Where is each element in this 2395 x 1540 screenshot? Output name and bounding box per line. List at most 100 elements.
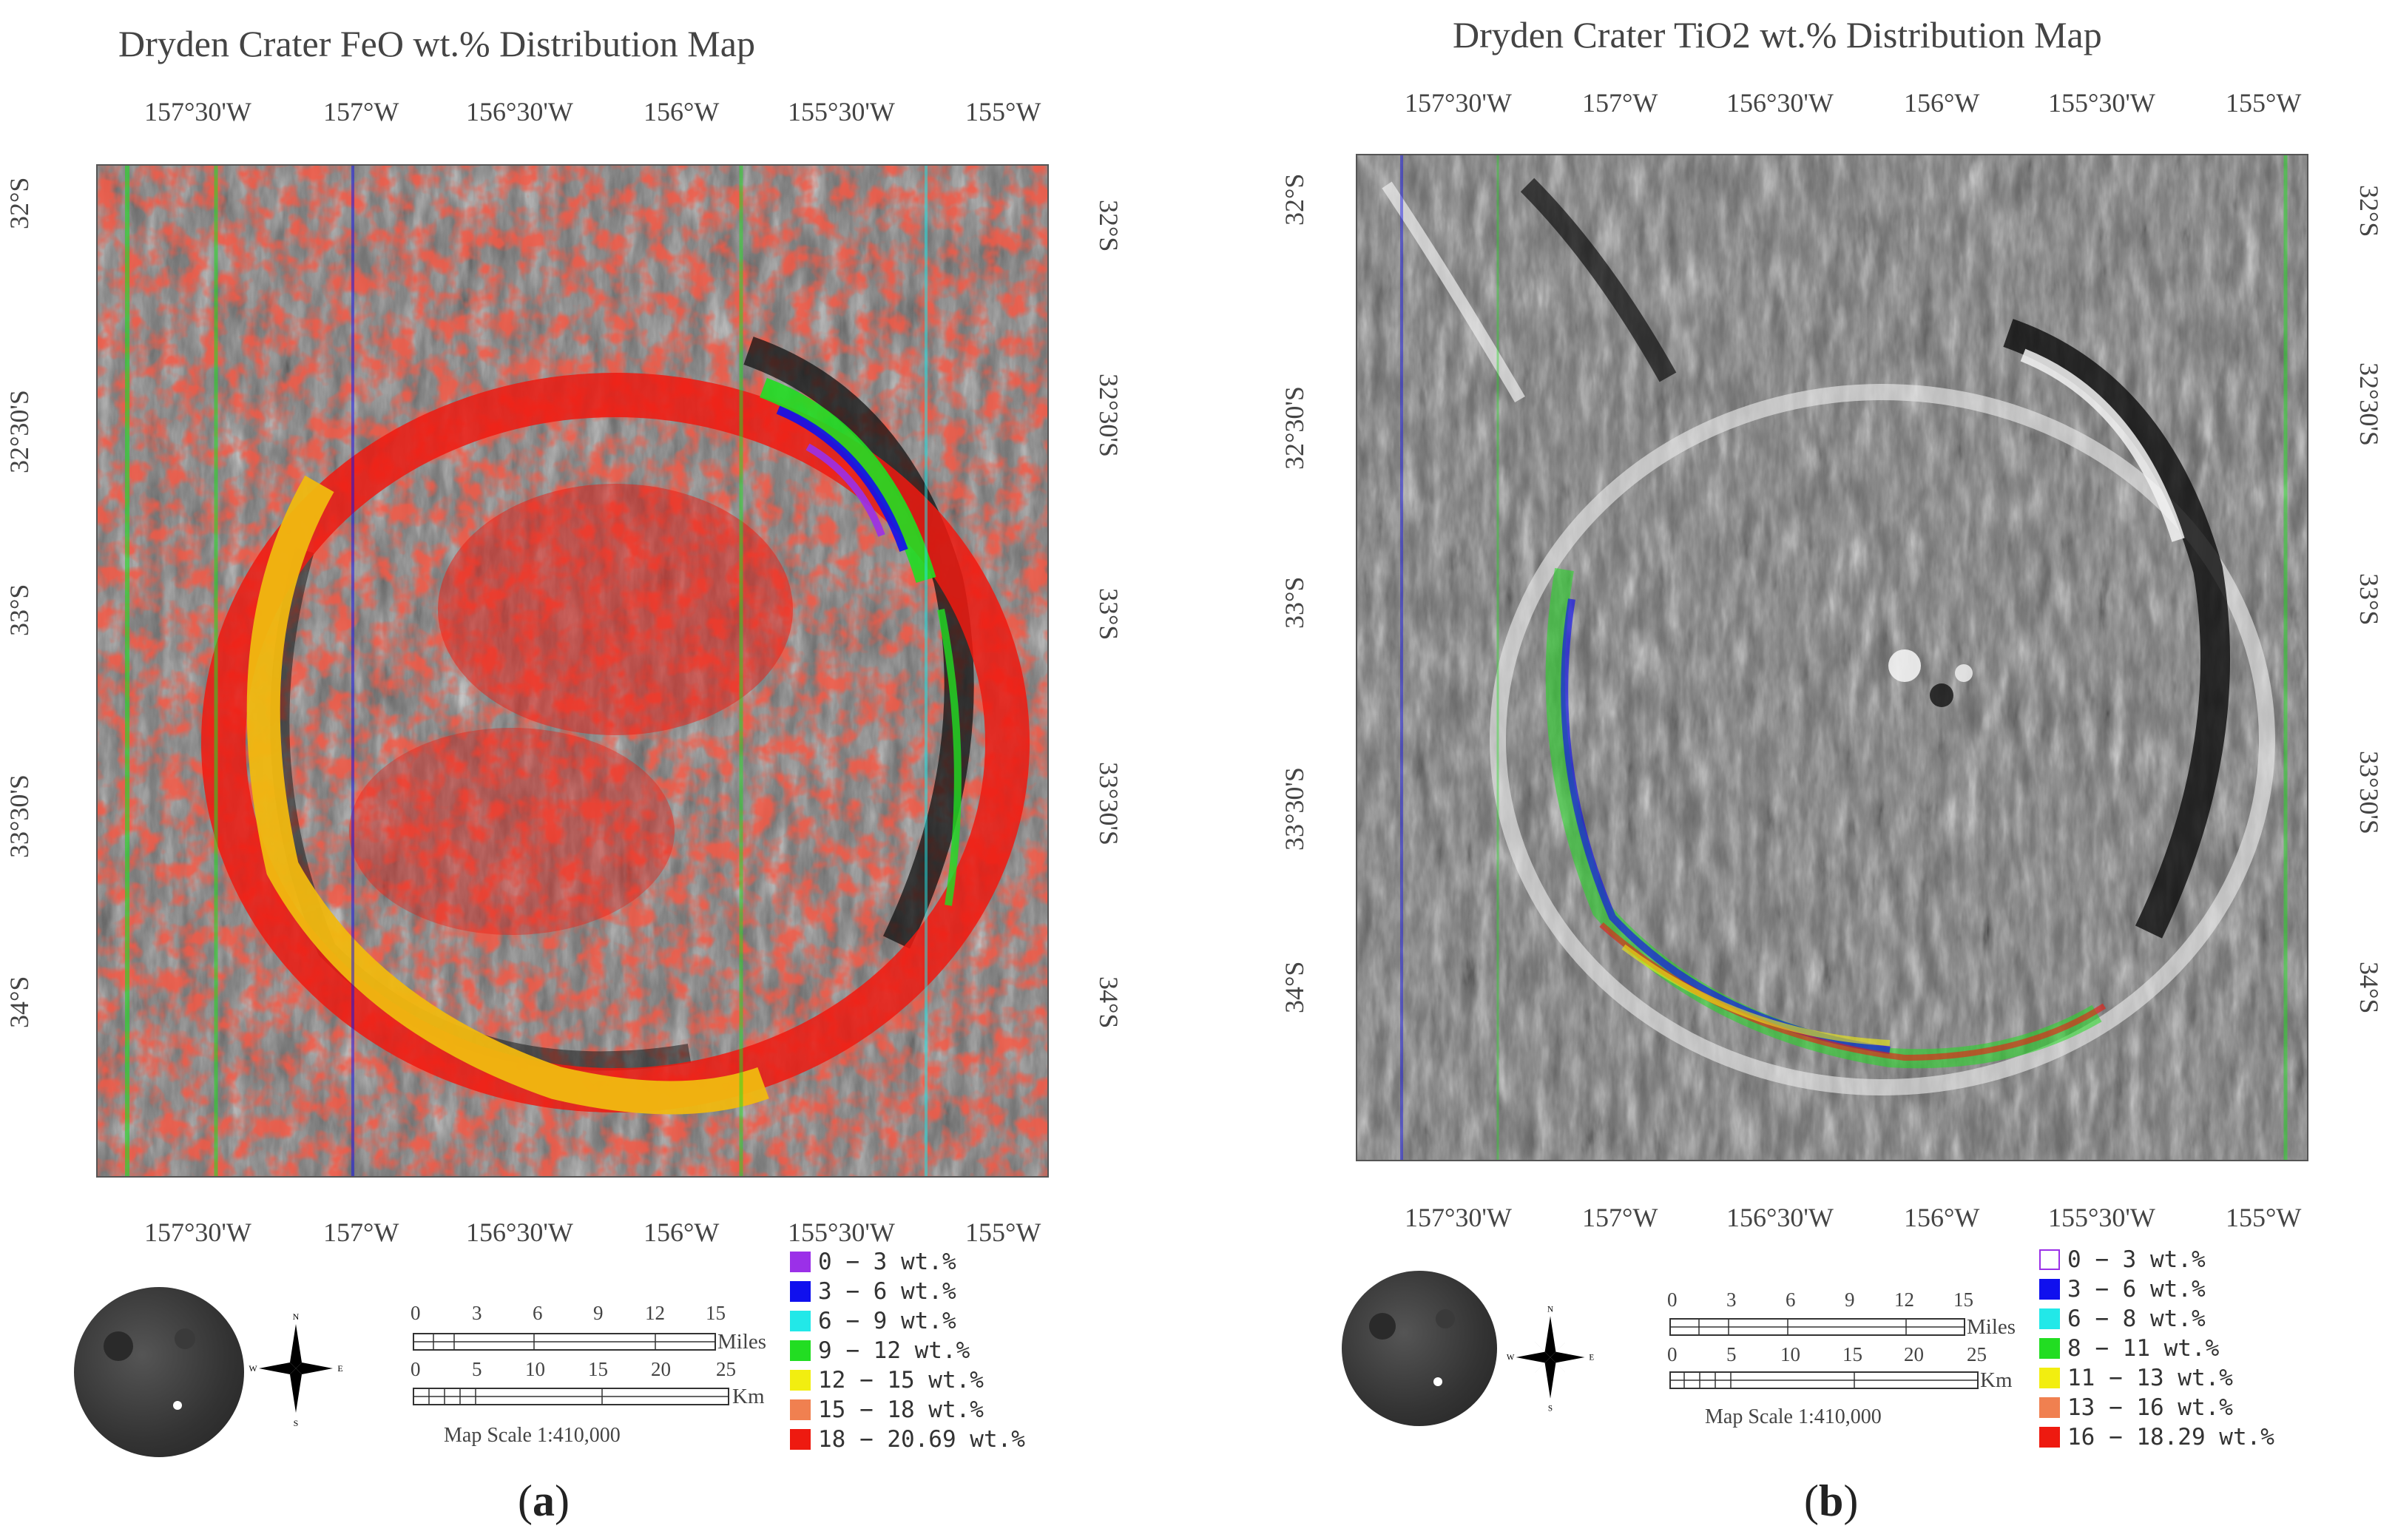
lat-tick-label: 32°30'S bbox=[1280, 386, 1309, 470]
lat-tick-label: 33°30'S bbox=[1094, 762, 1124, 845]
legend-item: 18 − 20.69 wt.% bbox=[790, 1426, 1025, 1453]
legend-swatch bbox=[790, 1429, 811, 1450]
scale-tick-label: 5 bbox=[472, 1358, 482, 1380]
lat-tick-label: 32°S bbox=[1094, 200, 1124, 252]
legend-swatch bbox=[2039, 1249, 2060, 1270]
moon-locator-icon bbox=[74, 1287, 244, 1457]
lat-tick-label: 32°S bbox=[4, 177, 34, 229]
scale-tick-label: 10 bbox=[1780, 1343, 1800, 1365]
lat-tick-label: 33°30'S bbox=[4, 774, 34, 858]
legend: 0 − 3 wt.% 3 − 6 wt.% 6 − 8 wt.% 8 − 11 … bbox=[2039, 1246, 2306, 1461]
lat-tick-label: 33°S bbox=[2354, 573, 2384, 626]
scale-tick-label: 15 bbox=[1953, 1289, 1973, 1311]
legend-swatch bbox=[790, 1340, 811, 1361]
lon-tick-label: 157°30'W bbox=[1405, 1203, 1512, 1232]
map-title: Dryden Crater FeO wt.% Distribution Map bbox=[118, 23, 755, 64]
lon-tick-label: 156°30'W bbox=[1726, 1203, 1834, 1232]
scale-tick-label: 15 bbox=[1842, 1343, 1862, 1365]
lat-tick-label: 32°30'S bbox=[2354, 362, 2384, 446]
legend-item: 13 − 16 wt.% bbox=[2039, 1394, 2233, 1421]
scale-tick-label: 9 bbox=[1845, 1289, 1855, 1311]
lon-tick-label: 156°30'W bbox=[466, 1218, 573, 1247]
lon-tick-label: 155°W bbox=[2226, 88, 2302, 118]
lon-tick-label: 157°W bbox=[323, 97, 399, 126]
lon-tick-label: 157°30'W bbox=[144, 1218, 251, 1247]
lon-tick-label: 157°W bbox=[1582, 1203, 1658, 1232]
legend-swatch bbox=[2039, 1338, 2060, 1359]
legend-item: 11 − 13 wt.% bbox=[2039, 1365, 2233, 1391]
legend-swatch bbox=[790, 1281, 811, 1302]
scale-tick-label: 0 bbox=[1667, 1343, 1678, 1365]
scale-tick-label: 3 bbox=[472, 1302, 482, 1324]
legend-swatch bbox=[2039, 1397, 2060, 1418]
scale-unit-label: Miles bbox=[1967, 1315, 2016, 1339]
scale-tick-label: 9 bbox=[593, 1302, 604, 1324]
compass-e: E bbox=[1589, 1354, 1594, 1362]
compass-n: N bbox=[1547, 1306, 1553, 1314]
scale-tick-label: 10 bbox=[525, 1358, 545, 1380]
lat-tick-label: 34°S bbox=[1280, 961, 1309, 1013]
legend-swatch bbox=[2039, 1368, 2060, 1388]
lat-tick-label: 32°30'S bbox=[4, 390, 34, 473]
lat-tick-label: 33°30'S bbox=[1280, 767, 1309, 851]
lon-tick-label: 156°W bbox=[1904, 1203, 1980, 1232]
lon-tick-label: 155°W bbox=[965, 97, 1041, 126]
scale-tick-label: 15 bbox=[706, 1302, 726, 1324]
scale-tick-label: 15 bbox=[588, 1358, 608, 1380]
legend-swatch bbox=[2039, 1427, 2060, 1448]
scale-tick-label: 20 bbox=[1904, 1343, 1924, 1365]
lon-tick-label: 156°30'W bbox=[1726, 88, 1834, 118]
legend-item: 16 − 18.29 wt.% bbox=[2039, 1424, 2274, 1450]
legend-item: 0 − 3 wt.% bbox=[2039, 1246, 2206, 1273]
lon-tick-label: 155°W bbox=[965, 1218, 1041, 1247]
lat-tick-label: 33°30'S bbox=[2354, 751, 2384, 834]
map-scale-label: Map Scale 1:410,000 bbox=[1705, 1405, 1882, 1428]
scale-tick-label: 20 bbox=[651, 1358, 671, 1380]
legend: 0 − 3 wt.% 3 − 6 wt.% 6 − 9 wt.% 9 − 12 … bbox=[790, 1249, 1056, 1463]
lon-tick-label: 155°30'W bbox=[2048, 88, 2155, 118]
scale-unit-label: Miles bbox=[717, 1330, 767, 1354]
lat-tick-label: 32°S bbox=[2354, 185, 2384, 237]
scale-tick-label: 25 bbox=[1967, 1343, 1987, 1365]
north-arrow-icon: N S W E bbox=[1502, 1302, 1598, 1414]
compass-s: S bbox=[1548, 1404, 1553, 1413]
legend-item: 12 − 15 wt.% bbox=[790, 1367, 984, 1394]
lon-tick-label: 157°W bbox=[1582, 88, 1658, 118]
lon-tick-label: 157°W bbox=[323, 1218, 399, 1247]
lon-tick-label: 156°30'W bbox=[466, 97, 573, 126]
lon-tick-label: 156°W bbox=[643, 1218, 720, 1247]
lon-tick-label: 156°W bbox=[1904, 88, 1980, 118]
lon-tick-label: 155°30'W bbox=[2048, 1203, 2155, 1232]
legend-item: 9 − 12 wt.% bbox=[790, 1337, 970, 1364]
lon-tick-label: 155°W bbox=[2226, 1203, 2302, 1232]
legend-swatch bbox=[2039, 1279, 2060, 1300]
feo-distribution-map[interactable] bbox=[96, 164, 1049, 1178]
scale-bar: 0 3 6 9 12 15 Miles 0 5 10 15 20 25 K bbox=[407, 1302, 777, 1428]
lat-tick-label: 32°S bbox=[1280, 173, 1309, 226]
lon-tick-label: 155°30'W bbox=[788, 1218, 895, 1247]
lat-tick-label: 34°S bbox=[4, 976, 34, 1028]
tio2-distribution-map[interactable] bbox=[1356, 154, 2308, 1161]
lon-tick-label: 155°30'W bbox=[788, 97, 895, 126]
lat-tick-label: 34°S bbox=[2354, 962, 2384, 1014]
scale-unit-label: Km bbox=[1980, 1368, 2013, 1392]
legend-item: 3 − 6 wt.% bbox=[790, 1278, 956, 1305]
compass-e: E bbox=[337, 1363, 342, 1374]
legend-item: 6 − 8 wt.% bbox=[2039, 1306, 2206, 1332]
scale-tick-label: 0 bbox=[411, 1358, 421, 1380]
scale-tick-label: 25 bbox=[716, 1358, 736, 1380]
lat-tick-label: 32°30'S bbox=[1094, 374, 1124, 457]
compass-s: S bbox=[294, 1418, 299, 1428]
scale-tick-label: 0 bbox=[411, 1302, 421, 1324]
lat-tick-label: 33°S bbox=[4, 584, 34, 636]
scale-bar: 0 3 6 9 12 15 Miles 0 5 10 15 20 25 K bbox=[1663, 1289, 2033, 1414]
panel-a: Dryden Crater FeO wt.% Distribution Map … bbox=[4, 23, 1124, 1525]
lon-tick-label: 156°W bbox=[643, 97, 720, 126]
panel-caption: (a) bbox=[518, 1476, 570, 1525]
lat-tick-label: 34°S bbox=[1094, 976, 1124, 1029]
scale-tick-label: 6 bbox=[533, 1302, 543, 1324]
legend-swatch bbox=[2039, 1308, 2060, 1329]
legend-item: 0 − 3 wt.% bbox=[790, 1249, 956, 1275]
legend-swatch bbox=[790, 1399, 811, 1420]
panel-b: Dryden Crater TiO2 wt.% Distribution Map… bbox=[1198, 0, 2395, 1540]
